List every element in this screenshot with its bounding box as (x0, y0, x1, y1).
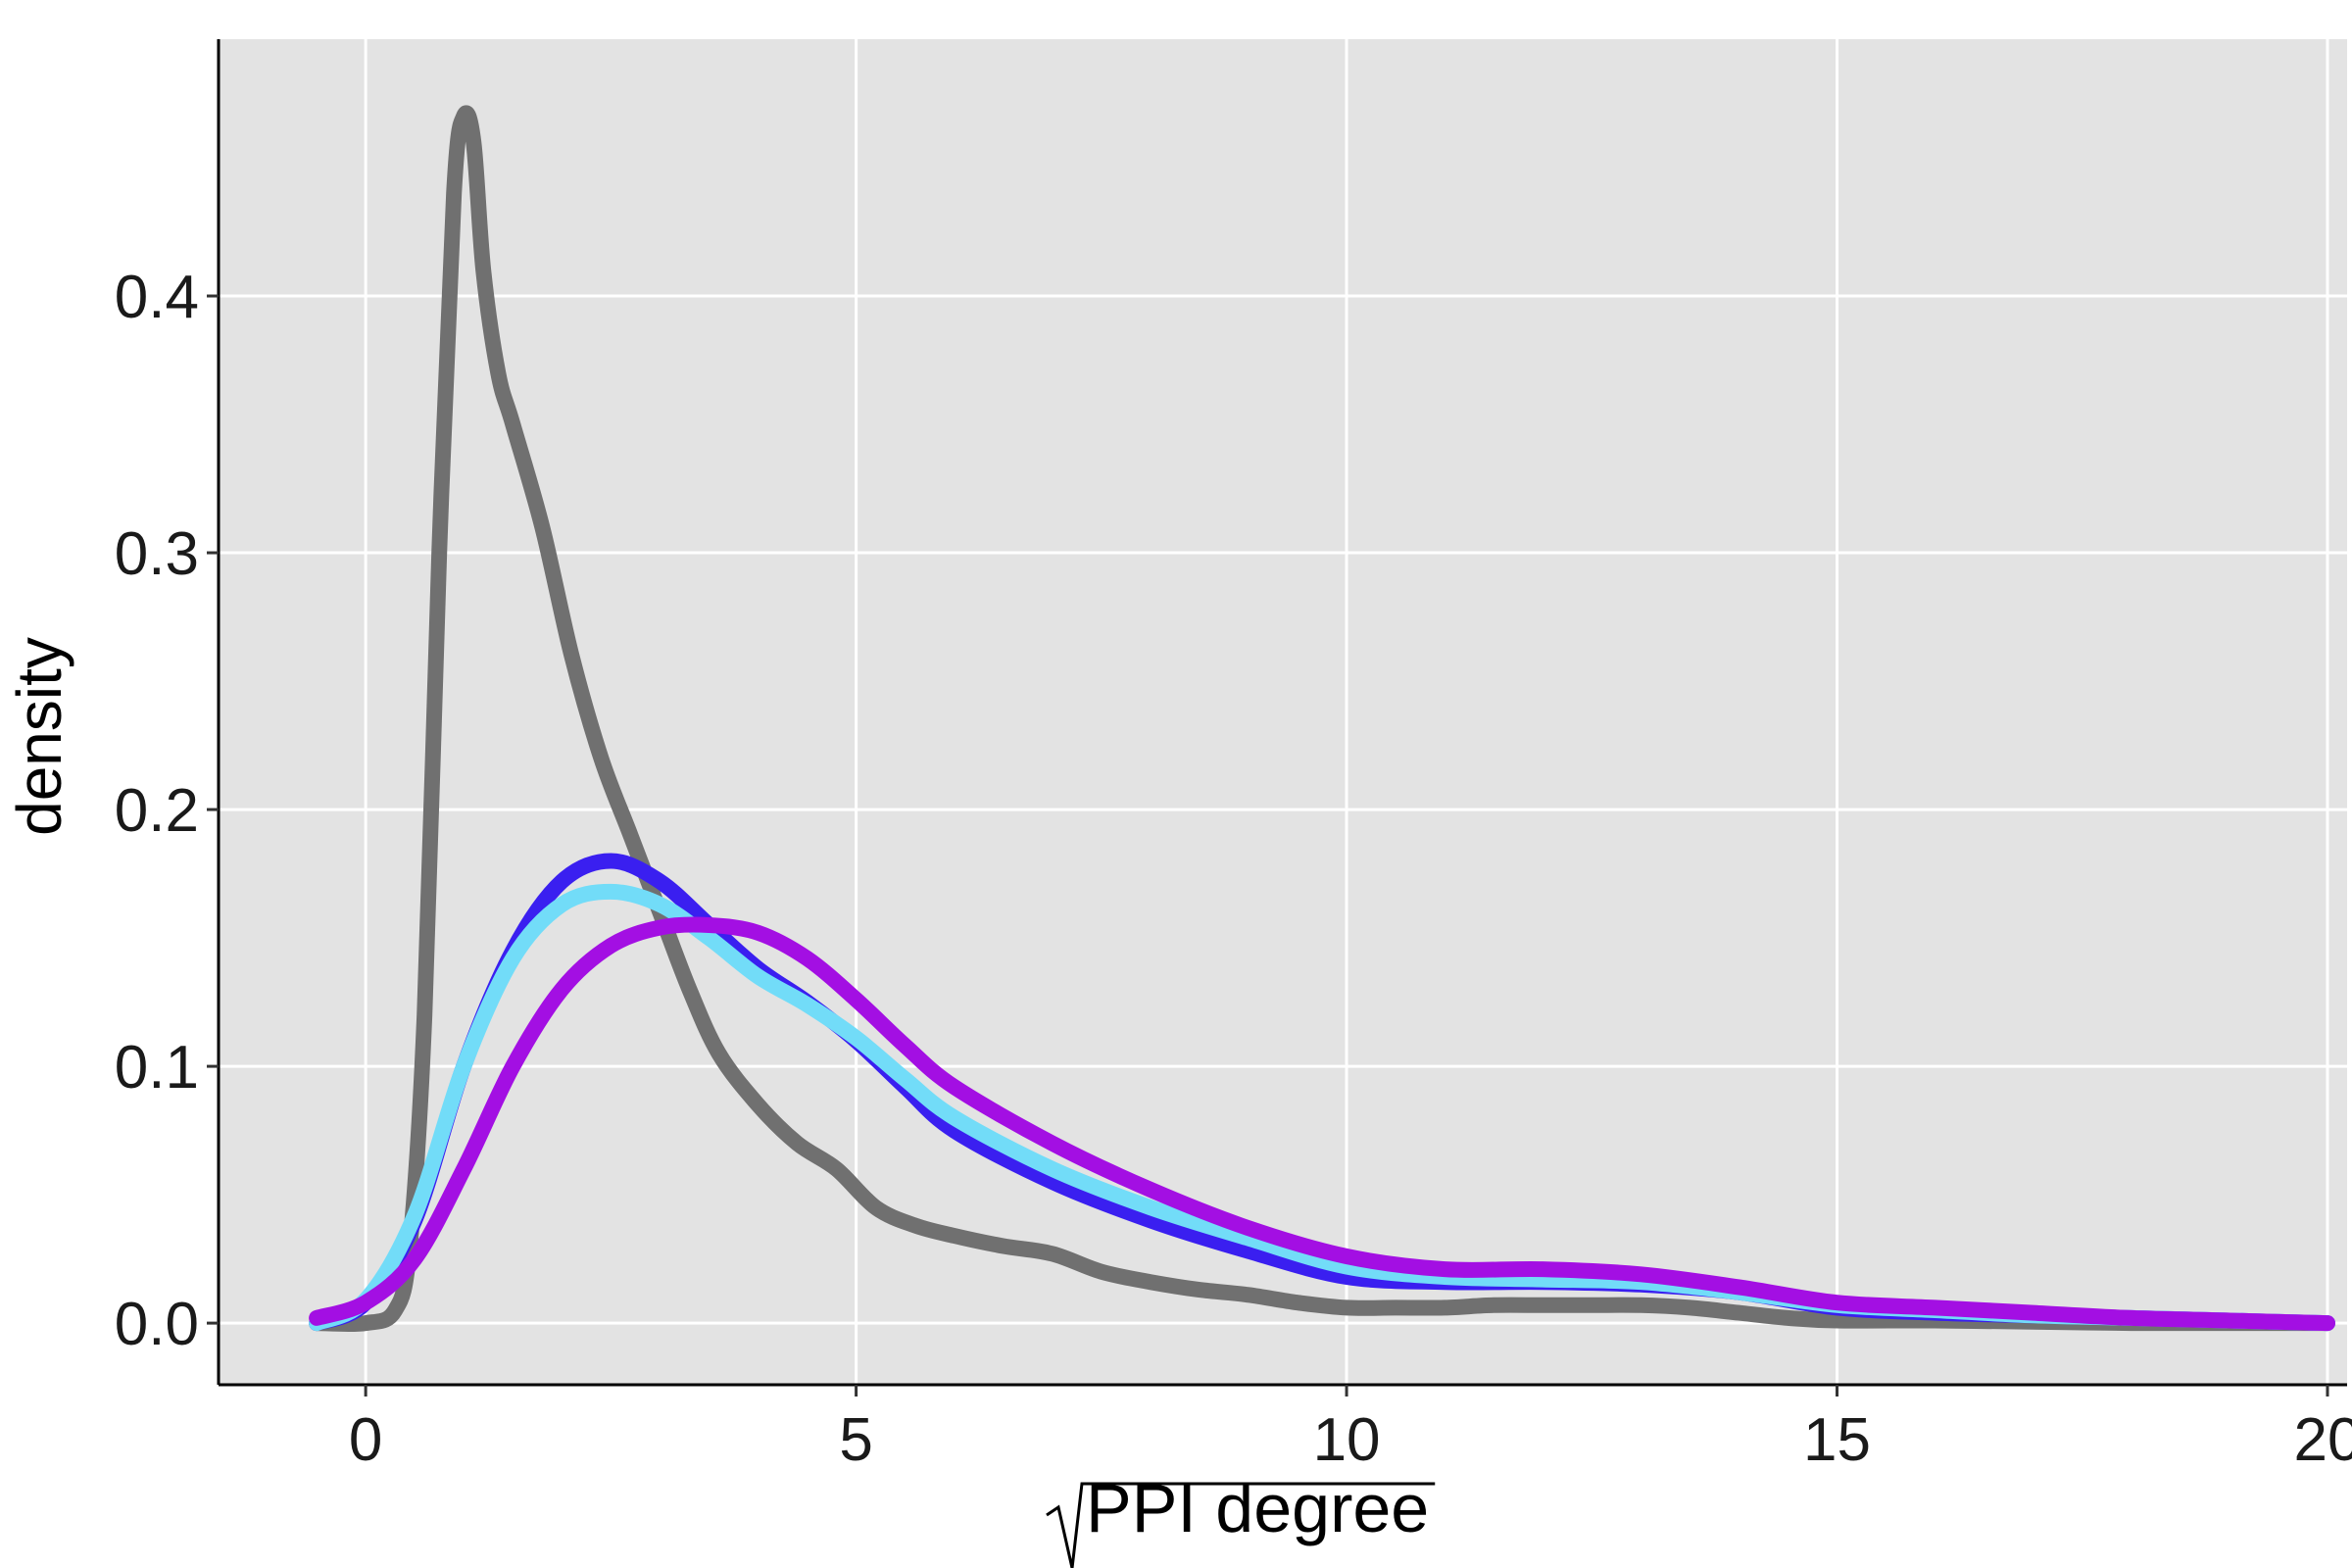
plot-panel (219, 39, 2347, 1385)
y-tick-label: 0.2 (115, 777, 199, 845)
series-line-4 (309, 916, 2335, 1332)
series-line-1 (309, 105, 2335, 1333)
y-tick-label: 0.4 (115, 264, 199, 331)
x-tick-label: 5 (839, 1406, 872, 1474)
y-tick-label: 0.3 (115, 520, 199, 588)
y-tick-label: 0.1 (115, 1034, 199, 1102)
x-axis-title-text: PPI degree (1086, 1470, 1429, 1546)
series-layer (309, 105, 2335, 1333)
x-tick-label: 20 (2293, 1406, 2352, 1474)
sqrt-sign (1046, 1482, 1436, 1568)
x-tick-label: 15 (1803, 1406, 1871, 1474)
y-axis-ticks: 0.0 0.1 0.2 0.3 0.4 (115, 264, 219, 1358)
y-tick-label: 0.0 (115, 1291, 199, 1358)
x-axis-title: PPI degree (1046, 1470, 1436, 1568)
x-axis-ticks: 0 5 10 15 20 (349, 1385, 2352, 1474)
x-tick-label: 10 (1313, 1406, 1381, 1474)
y-axis-title: density (4, 637, 74, 836)
grid-lines (219, 39, 2347, 1385)
x-tick-label: 0 (349, 1406, 382, 1474)
